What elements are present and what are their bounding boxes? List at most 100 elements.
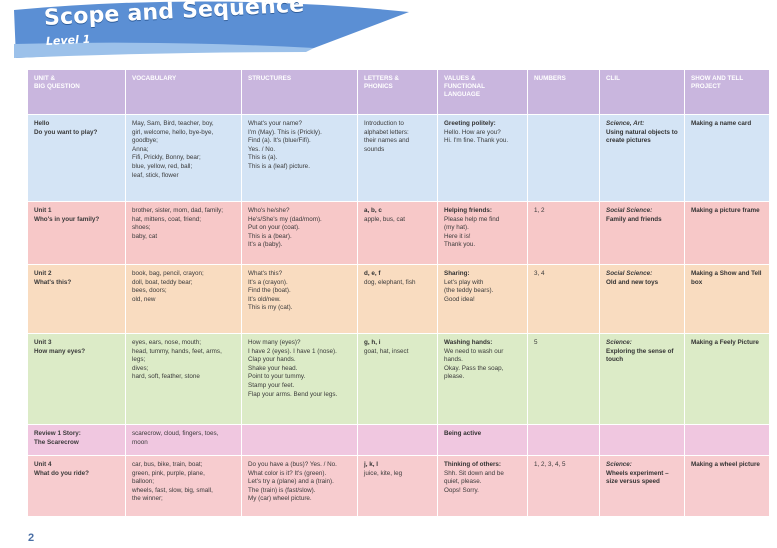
vocab-line: dives; [132, 364, 149, 372]
letters-line: goat, hat, insect [364, 347, 409, 355]
unit-name: Hello [34, 120, 50, 127]
structure-line: I'm (May). This is (Prickly). [248, 128, 322, 136]
vocab-line: old, new [132, 295, 156, 303]
clil-subject: Science: [606, 339, 632, 346]
values-title: Washing hands: [444, 339, 493, 346]
vocab-line: car, bus, bike, train, boat; [132, 461, 203, 468]
numbers-cell: 5 [528, 334, 600, 424]
letters-title: j, k, l [364, 461, 378, 468]
vocab-line: eyes, ears, nose, mouth; [132, 339, 201, 346]
structure-line: Put on your (coat). [248, 224, 300, 232]
scope-table: UNIT & BIG QUESTION VOCABULARY STRUCTURES… [28, 70, 769, 517]
letters-title: a, b, c [364, 207, 382, 214]
vocab-line: baby, cat [132, 232, 158, 240]
clil-subject: Social Science: [606, 207, 653, 214]
letters-cell: j, k, l juice, kite, leg [358, 456, 438, 516]
vocab-line: blue, yellow, red, ball; [132, 162, 193, 170]
structure-line: This is my (cat). [248, 304, 293, 312]
letters-line: dog, elephant, fish [364, 278, 416, 286]
col-header-numbers: NUMBERS [528, 70, 600, 114]
structures-cell: What's your name? I'm (May). This is (Pri… [242, 115, 358, 201]
clil-subject: Science, Art: [606, 120, 645, 127]
big-question: Who's in your family? [34, 215, 100, 223]
numbers-cell: 1, 2, 3, 4, 5 [528, 456, 600, 516]
vocab-line: book, bag, pencil, crayon; [132, 270, 204, 277]
vocabulary-cell: book, bag, pencil, crayon; doll, boat, te… [126, 265, 242, 333]
table-row: Review 1 Story: The Scarecrow scarecrow, c… [28, 425, 769, 456]
numbers-cell [528, 425, 600, 455]
structure-line: Do you have a (bus)? Yes. / No. [248, 461, 337, 468]
values-cell: Thinking of others: Shh. Sit down and be q… [438, 456, 528, 516]
clil-topic: Using natural objects to create pictures [606, 128, 678, 145]
letters-line: their names and [364, 137, 410, 145]
values-line: Shh. Sit down and be [444, 469, 504, 477]
table-header-row: UNIT & BIG QUESTION VOCABULARY STRUCTURES… [28, 70, 769, 115]
clil-topic: Exploring the sense of touch [606, 347, 674, 364]
project-cell: Making a picture frame [685, 202, 769, 264]
unit-cell: Unit 1 Who's in your family? [28, 202, 126, 264]
values-title: Thinking of others: [444, 461, 502, 468]
structures-cell: How many (eyes)? I have 2 (eyes). I have … [242, 334, 358, 424]
col-header-unit: UNIT & BIG QUESTION [28, 70, 126, 114]
clil-cell: Social Science: Family and friends [600, 202, 685, 264]
numbers-cell [528, 115, 600, 201]
vocab-line: doll, boat, teddy bear; [132, 278, 193, 286]
values-title: Being active [444, 430, 482, 437]
unit-name: Unit 1 [34, 207, 52, 214]
values-line: Thank you. [444, 241, 476, 249]
clil-topic: Family and friends [606, 215, 662, 223]
col-header-project: SHOW AND TELL PROJECT [685, 70, 769, 114]
vocab-line: the winner; [132, 495, 163, 503]
vocab-line: brother, sister, mom, dad, family; [132, 207, 223, 214]
values-cell: Washing hands: We need to wash our hands. O… [438, 334, 528, 424]
clil-cell [600, 425, 685, 455]
level-label: Level 1 [45, 32, 91, 48]
unit-name: Unit 4 [34, 461, 52, 468]
values-line: (my hat). [444, 224, 469, 232]
values-line: Please help me find [444, 215, 500, 223]
values-line: Hello. How are you? [444, 128, 501, 136]
vocab-line: Anna; [132, 145, 149, 153]
vocab-line: hat, mittens, coat, friend; [132, 215, 201, 223]
col-header-vocabulary: VOCABULARY [126, 70, 242, 114]
values-line: Oops! Sorry. [444, 486, 479, 494]
table-row: Unit 2 What's this? book, bag, pencil, cra… [28, 265, 769, 334]
unit-cell: Hello Do you want to play? [28, 115, 126, 201]
vocab-line: green, pink, purple, plane, [132, 469, 205, 477]
letters-line: apple, bus, cat [364, 215, 405, 223]
structure-line: This is a (leaf) picture. [248, 162, 310, 170]
big-question: The Scarecrow [34, 438, 79, 446]
values-line: Let's play with [444, 278, 484, 286]
vocabulary-cell: May, Sam, Bird, teacher, boy, girl, welco… [126, 115, 242, 201]
big-question: What's this? [34, 278, 72, 286]
structure-line: Shake your head. [248, 364, 298, 372]
values-cell: Helping friends: Please help me find (my h… [438, 202, 528, 264]
letters-line: Introduction to [364, 120, 404, 127]
vocab-line: bees, doors; [132, 287, 167, 295]
table-row: Unit 3 How many eyes? eyes, ears, nose, mo… [28, 334, 769, 425]
structure-line: Flap your arms. Bend your legs. [248, 390, 338, 398]
structure-line: This is (a). [248, 154, 278, 162]
values-line: hands. [444, 356, 463, 364]
vocab-line: girl, welcome, hello, bye-bye, [132, 128, 214, 136]
values-title: Helping friends: [444, 207, 492, 214]
unit-cell: Unit 2 What's this? [28, 265, 126, 333]
structure-line: Who's he/she? [248, 207, 290, 214]
letters-line: sounds [364, 145, 385, 153]
table-row: Unit 1 Who's in your family? brother, sist… [28, 202, 769, 265]
vocab-line: May, Sam, Bird, teacher, boy, [132, 120, 214, 127]
values-line: Good idea! [444, 295, 475, 303]
clil-cell: Science, Art: Using natural objects to cr… [600, 115, 685, 201]
letters-title: g, h, i [364, 339, 381, 346]
values-line: Okay. Pass the soap, [444, 364, 504, 372]
project-cell: Making a Feely Picture [685, 334, 769, 424]
vocab-line: shoes; [132, 224, 151, 232]
structure-line: It's a (crayon). [248, 278, 288, 286]
vocabulary-cell: brother, sister, mom, dad, family; hat, m… [126, 202, 242, 264]
structures-cell: What's this? It's a (crayon). Find the (bo… [242, 265, 358, 333]
letters-cell: g, h, i goat, hat, insect [358, 334, 438, 424]
vocab-line: hard, soft, feather, stone [132, 373, 200, 381]
values-line: quiet, please. [444, 478, 482, 486]
letters-cell [358, 425, 438, 455]
structure-line: The (train) is (fast/slow). [248, 486, 316, 494]
